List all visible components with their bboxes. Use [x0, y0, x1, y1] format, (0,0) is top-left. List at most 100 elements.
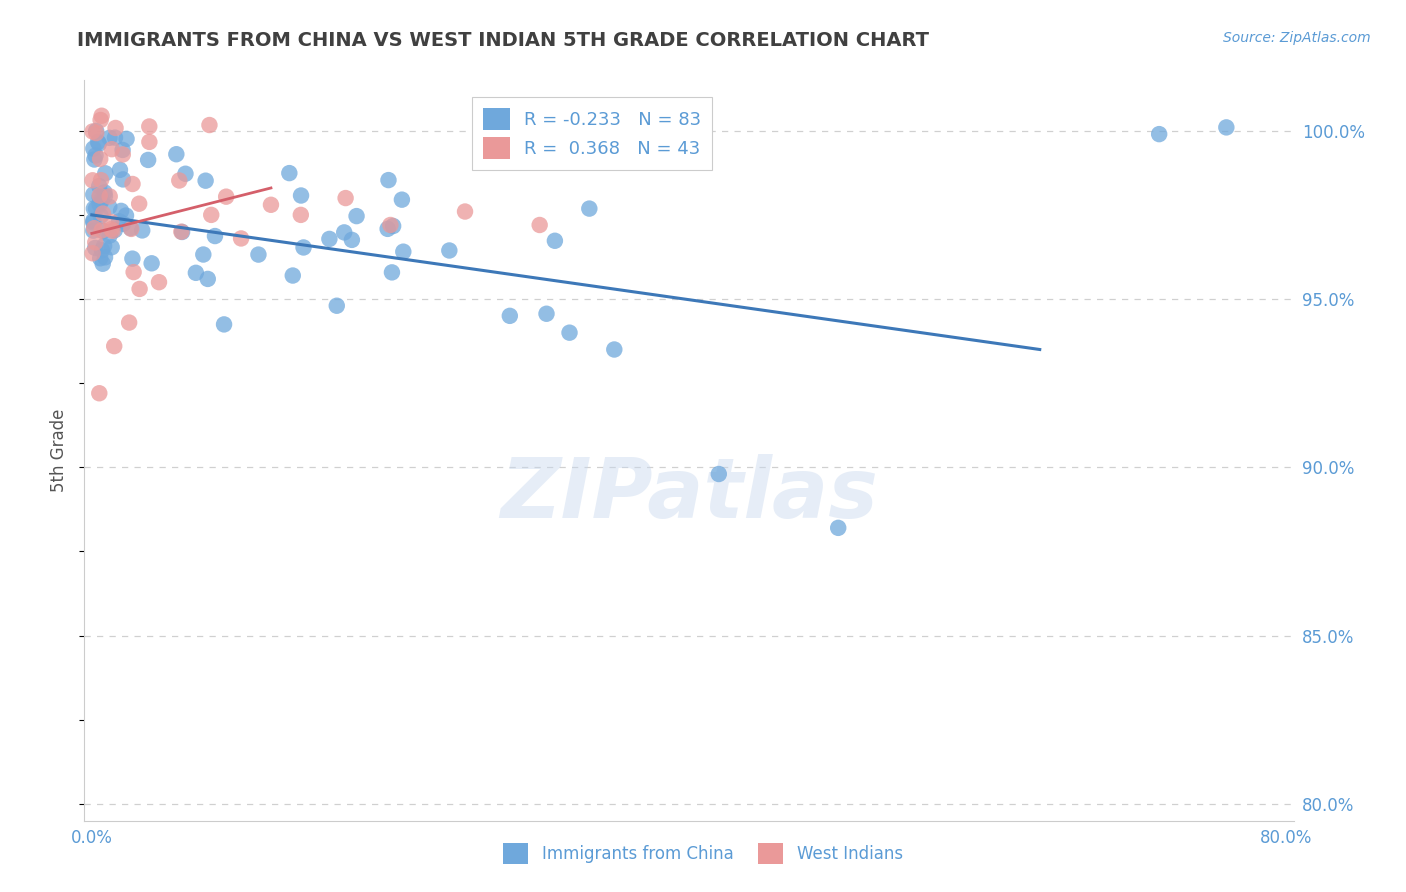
- Point: [204, 229, 226, 244]
- Point: [111, 143, 134, 157]
- Point: [391, 193, 413, 207]
- Point: [104, 130, 127, 145]
- Point: [91, 206, 114, 220]
- Point: [380, 218, 402, 232]
- Point: [454, 204, 477, 219]
- Point: [121, 177, 143, 191]
- Point: [89, 386, 111, 401]
- Point: [194, 174, 217, 188]
- Point: [90, 173, 112, 187]
- Point: [247, 247, 270, 261]
- Point: [122, 265, 145, 279]
- Point: [318, 232, 340, 246]
- Point: [439, 244, 461, 258]
- Point: [707, 467, 730, 481]
- Point: [529, 218, 551, 232]
- Point: [198, 118, 221, 132]
- Point: [91, 244, 114, 258]
- Point: [603, 343, 626, 357]
- Text: ZIPatlas: ZIPatlas: [501, 454, 877, 535]
- Point: [170, 225, 193, 239]
- Point: [83, 221, 105, 235]
- Point: [340, 233, 363, 247]
- Point: [200, 208, 222, 222]
- Point: [84, 241, 107, 255]
- Point: [90, 109, 112, 123]
- Point: [89, 179, 111, 194]
- Point: [82, 124, 104, 138]
- Point: [89, 152, 111, 166]
- Text: IMMIGRANTS FROM CHINA VS WEST INDIAN 5TH GRADE CORRELATION CHART: IMMIGRANTS FROM CHINA VS WEST INDIAN 5TH…: [77, 31, 929, 50]
- Point: [118, 316, 141, 330]
- Point: [138, 120, 160, 134]
- Point: [103, 339, 125, 353]
- Point: [82, 215, 104, 229]
- Point: [82, 187, 104, 202]
- Point: [128, 196, 150, 211]
- Point: [544, 234, 567, 248]
- Point: [90, 223, 112, 237]
- Point: [82, 213, 104, 227]
- Point: [346, 209, 368, 223]
- Text: Source: ZipAtlas.com: Source: ZipAtlas.com: [1223, 31, 1371, 45]
- Point: [89, 251, 111, 265]
- Point: [98, 189, 121, 203]
- Point: [90, 194, 112, 208]
- Point: [87, 135, 110, 149]
- Point: [83, 153, 105, 167]
- Point: [108, 214, 131, 228]
- Point: [128, 282, 150, 296]
- Point: [91, 257, 114, 271]
- Point: [93, 186, 115, 200]
- Point: [148, 275, 170, 289]
- Point: [93, 239, 115, 253]
- Point: [89, 190, 111, 204]
- Point: [578, 202, 600, 216]
- Y-axis label: 5th Grade: 5th Grade: [51, 409, 69, 492]
- Point: [94, 189, 117, 203]
- Point: [82, 224, 104, 238]
- Point: [382, 219, 405, 233]
- Point: [212, 318, 235, 332]
- Point: [111, 172, 134, 186]
- Point: [84, 235, 107, 250]
- Point: [138, 135, 160, 149]
- Point: [115, 209, 138, 223]
- Point: [184, 266, 207, 280]
- Point: [87, 136, 110, 151]
- Point: [111, 147, 134, 161]
- Point: [120, 221, 142, 235]
- Point: [536, 307, 558, 321]
- Point: [193, 247, 215, 261]
- Point: [326, 299, 349, 313]
- Point: [1215, 120, 1237, 135]
- Point: [82, 246, 104, 260]
- Point: [98, 228, 121, 243]
- Point: [94, 166, 117, 180]
- Point: [170, 225, 193, 239]
- Point: [1147, 127, 1170, 141]
- Point: [115, 132, 138, 146]
- Point: [101, 224, 124, 238]
- Point: [121, 252, 143, 266]
- Point: [101, 142, 124, 156]
- Point: [136, 153, 159, 167]
- Point: [215, 189, 238, 203]
- Point: [290, 208, 312, 222]
- Point: [292, 240, 315, 254]
- Point: [131, 223, 153, 237]
- Point: [827, 521, 849, 535]
- Legend: R = -0.233   N = 83, R =  0.368   N = 43: R = -0.233 N = 83, R = 0.368 N = 43: [472, 96, 713, 169]
- Point: [165, 147, 187, 161]
- Point: [89, 188, 111, 202]
- Point: [499, 309, 522, 323]
- Point: [82, 142, 104, 156]
- Point: [90, 209, 112, 223]
- Point: [108, 162, 131, 177]
- Point: [84, 124, 107, 138]
- Point: [91, 224, 114, 238]
- Point: [281, 268, 304, 283]
- Point: [169, 173, 191, 187]
- Point: [82, 173, 104, 187]
- Point: [174, 167, 197, 181]
